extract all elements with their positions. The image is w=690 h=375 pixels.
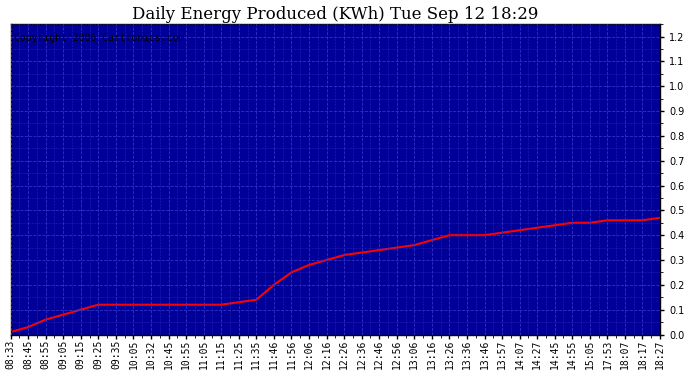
Title: Daily Energy Produced (KWh) Tue Sep 12 18:29: Daily Energy Produced (KWh) Tue Sep 12 1… <box>132 6 538 22</box>
Text: Copyright 2006 Cartronics.com: Copyright 2006 Cartronics.com <box>14 33 184 44</box>
